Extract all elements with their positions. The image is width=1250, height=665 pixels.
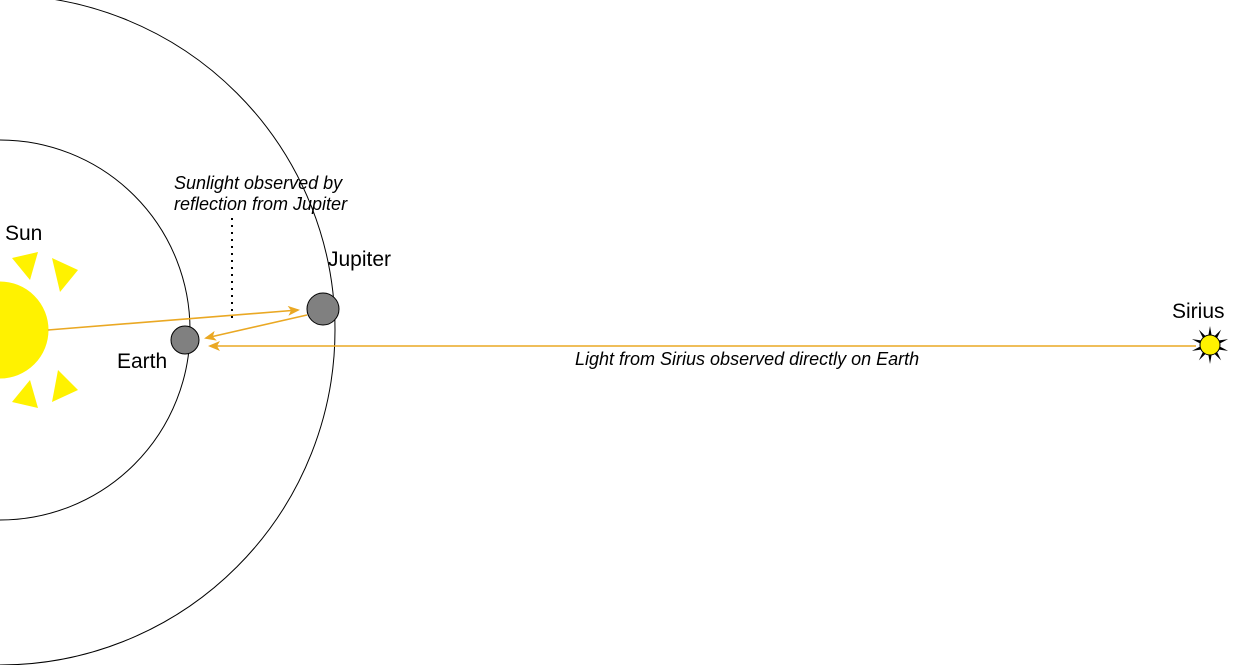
caption-sirius: Light from Sirius observed directly on E… <box>575 349 919 369</box>
sun-label: Sun <box>5 222 42 245</box>
arrow-jupiter-to-earth <box>206 315 307 338</box>
sirius-star <box>1192 326 1228 364</box>
jupiter-body <box>307 293 339 325</box>
earth-label: Earth <box>117 350 167 373</box>
earth-body <box>171 326 199 354</box>
caption-reflected-line1: Sunlight observed by <box>174 173 343 193</box>
sirius-label: Sirius <box>1172 300 1225 323</box>
caption-reflected-line2: reflection from Jupiter <box>174 194 348 214</box>
jupiter-label: Jupiter <box>328 248 391 271</box>
